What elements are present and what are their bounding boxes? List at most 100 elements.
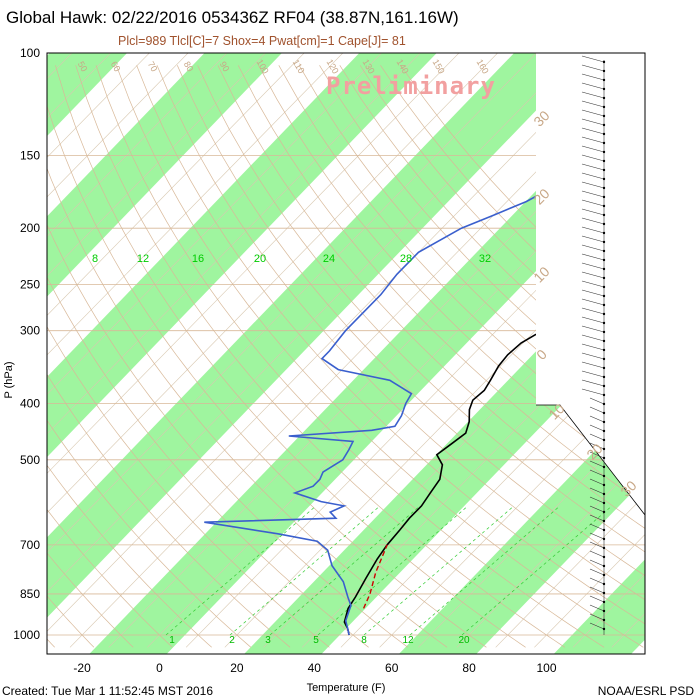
wind-dot <box>602 69 606 73</box>
wind-dot <box>602 249 606 253</box>
wind-dot <box>602 393 606 397</box>
dry-adiabat <box>47 552 134 648</box>
mixing-ratio-label: 20 <box>254 253 266 265</box>
mixing-ratio-line <box>269 505 421 636</box>
dewpoint-profile <box>204 125 645 636</box>
wind-barb <box>589 460 605 468</box>
isotherm-line <box>47 53 537 553</box>
wind-dot <box>602 114 606 118</box>
dry-adiabat <box>136 65 645 625</box>
mixing-ratio-line <box>229 505 381 636</box>
dry-adiabat <box>47 104 487 648</box>
wind-barb <box>581 388 605 396</box>
dry-adiabat <box>47 595 95 648</box>
mixing-ratio-line <box>363 505 515 636</box>
wind-dot <box>602 258 606 262</box>
wind-dot <box>602 213 606 217</box>
wind-barb <box>581 64 605 72</box>
isotherm-line <box>47 53 382 395</box>
wind-barb <box>581 316 605 324</box>
wind-barb <box>581 262 605 270</box>
dry-adiabat <box>47 419 252 648</box>
isotherm-line <box>340 336 645 648</box>
wind-dot <box>602 150 606 154</box>
isotherm-line <box>651 26 700 647</box>
wind-dot <box>602 78 606 82</box>
wind-panel-background <box>536 53 645 515</box>
wind-dot <box>602 159 606 163</box>
wind-dot <box>602 519 606 523</box>
wind-dot <box>602 501 606 505</box>
isotherm-band <box>553 559 645 654</box>
x-tick-label: 100 <box>536 661 556 675</box>
wind-barb <box>589 550 605 558</box>
y-tick-label: 300 <box>20 324 40 338</box>
isotherm-line <box>47 53 305 316</box>
bottom-mixing-label: 5 <box>313 635 319 646</box>
created-timestamp: Created: Tue Mar 1 11:52:45 MST 2016 <box>2 684 214 698</box>
dry-adiabat-label: 70 <box>146 60 160 74</box>
wind-dot <box>602 195 606 199</box>
dry-adiabat-label: 50 <box>76 60 90 74</box>
wind-dot <box>602 384 606 388</box>
wind-barb <box>589 478 605 486</box>
isotherm-line <box>47 53 421 435</box>
isotherm-line <box>47 53 266 277</box>
dry-adiabat <box>258 65 645 483</box>
isotherm-lines <box>47 26 700 648</box>
y-tick-label: 200 <box>20 221 40 235</box>
wind-dot <box>602 132 606 136</box>
wind-barb <box>581 280 605 288</box>
wind-dot <box>602 222 606 226</box>
dry-adiabat <box>47 464 212 648</box>
wind-barb <box>589 523 605 531</box>
wind-barb <box>581 352 605 360</box>
wind-dot <box>602 321 606 325</box>
mixing-ratio-label: 28 <box>400 253 412 265</box>
wind-dot <box>602 366 606 370</box>
wind-dot <box>602 231 606 235</box>
isotherm-line <box>418 415 645 648</box>
wind-barb <box>581 100 605 108</box>
x-axis-title: Temperature (F) <box>307 682 386 694</box>
wind-barb <box>589 406 605 414</box>
y-tick-label: 500 <box>20 453 40 467</box>
wind-barb <box>589 514 605 522</box>
isotherm-line <box>534 534 645 648</box>
wind-dot <box>602 429 606 433</box>
wind-dot <box>602 591 606 595</box>
wind-barb <box>589 397 605 405</box>
bottom-mixing-label: 3 <box>265 635 271 646</box>
wind-barb <box>589 442 605 450</box>
wind-barb <box>581 370 605 378</box>
isotherm-band <box>47 53 592 618</box>
x-tick-label: 20 <box>230 661 244 675</box>
isotherm-line <box>47 53 344 356</box>
wind-barb <box>589 622 605 630</box>
wind-barb <box>581 163 605 171</box>
wind-barb <box>581 343 605 351</box>
wind-barb <box>589 415 605 423</box>
plot-frame <box>46 52 646 655</box>
wind-dot <box>602 357 606 361</box>
wind-barb <box>581 298 605 306</box>
wind-barb <box>589 496 605 504</box>
y-tick-label: 700 <box>20 538 40 552</box>
wind-barb <box>581 73 605 81</box>
isotherm-band <box>47 53 437 458</box>
dry-adiabat <box>298 65 645 437</box>
wind-dot <box>602 555 606 559</box>
wind-barb <box>589 604 605 612</box>
y-tick-label: 250 <box>20 278 40 292</box>
isotherm-line <box>47 53 576 593</box>
wind-barb <box>589 505 605 513</box>
isotherm-band <box>689 43 700 674</box>
isotherm-line <box>47 53 499 514</box>
wind-barb <box>589 613 605 621</box>
isotherm-line <box>47 53 460 474</box>
wind-barb <box>581 244 605 252</box>
wind-barb <box>589 424 605 432</box>
wind-dot <box>602 438 606 442</box>
parcel-profile <box>362 544 388 609</box>
wind-barb <box>589 469 605 477</box>
